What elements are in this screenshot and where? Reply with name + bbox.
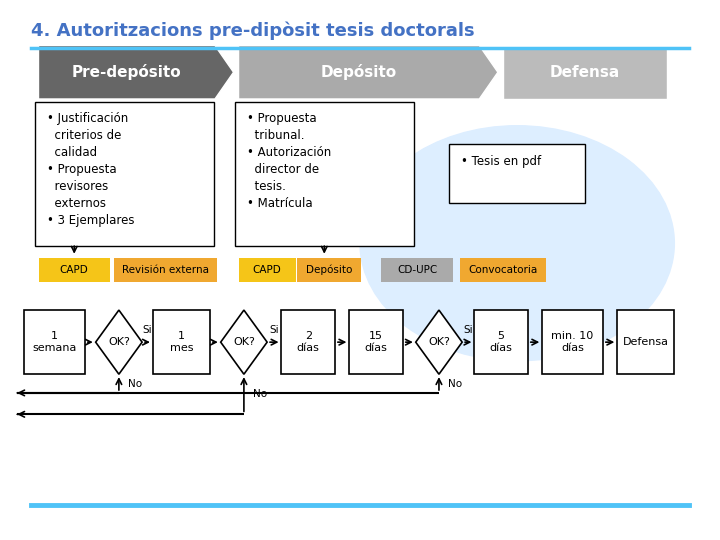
FancyBboxPatch shape — [282, 310, 335, 374]
Text: 4. Autoritzacions pre-dipòsit tesis doctorals: 4. Autoritzacions pre-dipòsit tesis doct… — [32, 22, 475, 40]
FancyBboxPatch shape — [617, 310, 675, 374]
Polygon shape — [415, 310, 462, 374]
FancyBboxPatch shape — [38, 258, 110, 282]
Text: 1
mes: 1 mes — [170, 332, 193, 353]
Text: Si: Si — [269, 326, 279, 335]
Text: min. 10
días: min. 10 días — [552, 332, 594, 353]
Polygon shape — [96, 310, 142, 374]
FancyBboxPatch shape — [349, 310, 403, 374]
FancyBboxPatch shape — [382, 258, 453, 282]
Polygon shape — [38, 45, 233, 99]
Text: 5
días: 5 días — [490, 332, 513, 353]
Text: Depósito: Depósito — [306, 265, 353, 275]
Text: OK?: OK? — [428, 337, 450, 347]
Text: 15
días: 15 días — [364, 332, 387, 353]
Text: • Propuesta
  tribunal.
• Autorización
  director de
  tesis.
• Matrícula: • Propuesta tribunal. • Autorización dir… — [247, 112, 331, 211]
Text: 1
semana: 1 semana — [32, 332, 77, 353]
Text: OK?: OK? — [108, 337, 130, 347]
Polygon shape — [503, 45, 667, 99]
FancyBboxPatch shape — [235, 102, 413, 246]
FancyBboxPatch shape — [153, 310, 210, 374]
FancyBboxPatch shape — [24, 310, 85, 374]
Text: Defensa: Defensa — [550, 65, 620, 80]
Text: • Tesis en pdf: • Tesis en pdf — [462, 155, 541, 168]
FancyBboxPatch shape — [474, 310, 528, 374]
Text: CD-UPC: CD-UPC — [397, 265, 437, 275]
Text: • Justificación
  criterios de
  calidad
• Propuesta
  revisores
  externos
• 3 : • Justificación criterios de calidad • P… — [47, 112, 135, 227]
Text: No: No — [449, 379, 462, 389]
Text: Si: Si — [464, 326, 473, 335]
Text: No: No — [128, 379, 143, 389]
FancyBboxPatch shape — [542, 310, 603, 374]
FancyBboxPatch shape — [449, 144, 585, 203]
Polygon shape — [238, 45, 498, 99]
Polygon shape — [221, 310, 267, 374]
FancyBboxPatch shape — [35, 102, 214, 246]
FancyBboxPatch shape — [238, 258, 296, 282]
Text: Si: Si — [143, 326, 152, 335]
Circle shape — [360, 126, 675, 361]
Text: No: No — [253, 389, 267, 399]
Text: Revisión externa: Revisión externa — [122, 265, 209, 275]
FancyBboxPatch shape — [114, 258, 217, 282]
Text: Defensa: Defensa — [623, 337, 669, 347]
FancyBboxPatch shape — [297, 258, 361, 282]
Text: OK?: OK? — [233, 337, 255, 347]
Text: CAPD: CAPD — [253, 265, 282, 275]
FancyBboxPatch shape — [460, 258, 546, 282]
Text: Pre-depósito: Pre-depósito — [72, 64, 181, 80]
Text: Depósito: Depósito — [321, 64, 397, 80]
Text: CAPD: CAPD — [60, 265, 89, 275]
Text: 2
días: 2 días — [297, 332, 320, 353]
Text: Convocatoria: Convocatoria — [468, 265, 538, 275]
